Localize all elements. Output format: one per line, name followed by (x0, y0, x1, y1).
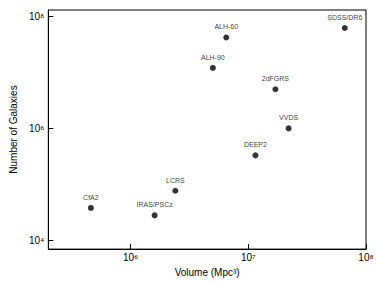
svg-text:ALH-60: ALH-60 (214, 23, 238, 30)
svg-text:IRAS/PSCz: IRAS/PSCz (137, 201, 174, 208)
svg-text:ALH-90: ALH-90 (201, 54, 225, 61)
svg-text:LCRS: LCRS (166, 177, 185, 184)
svg-text:SDSS/DR6: SDSS/DR6 (327, 14, 362, 21)
svg-text:10⁶: 10⁶ (123, 252, 138, 263)
svg-text:Volume (Mpc³): Volume (Mpc³) (175, 267, 240, 278)
svg-text:10⁷: 10⁷ (241, 252, 256, 263)
svg-text:10⁴: 10⁴ (29, 235, 44, 246)
svg-text:DEEP2: DEEP2 (244, 141, 267, 148)
svg-text:10⁶: 10⁶ (29, 123, 44, 134)
svg-text:Number of Galaxies: Number of Galaxies (8, 85, 19, 173)
svg-text:10⁸: 10⁸ (29, 11, 44, 22)
svg-text:10⁸: 10⁸ (358, 252, 373, 263)
svg-text:VVDS: VVDS (279, 114, 298, 121)
svg-text:CfA2: CfA2 (83, 194, 99, 201)
svg-text:2dFGRS: 2dFGRS (262, 75, 290, 82)
